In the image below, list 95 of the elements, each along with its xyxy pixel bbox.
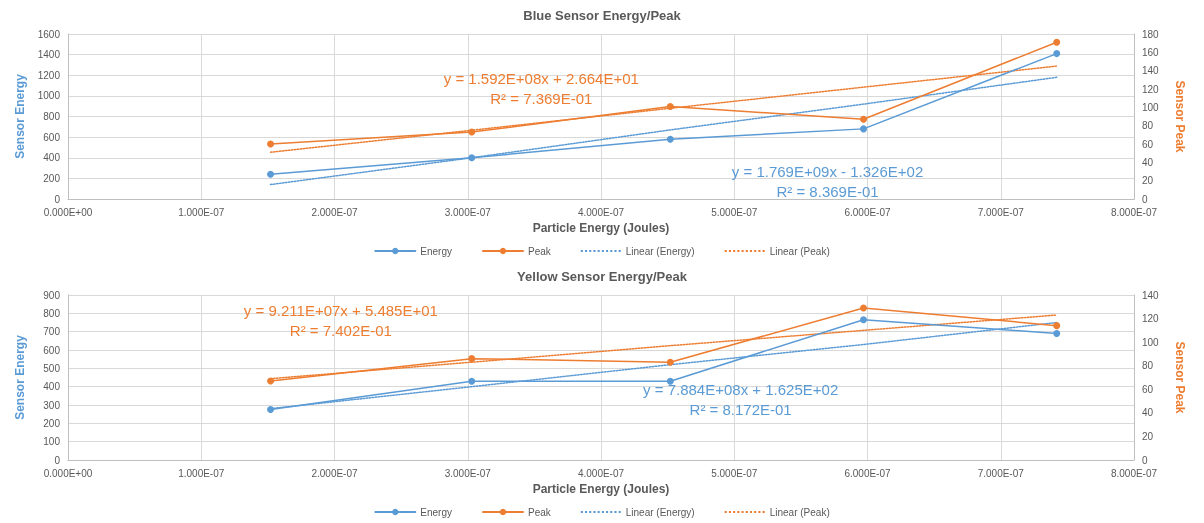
y-tick-label: 900 (43, 289, 61, 301)
y-tick-label: 400 (43, 381, 61, 393)
x-tick-label: 4.000E-07 (577, 206, 625, 218)
y-tick-label: 1000 (37, 90, 61, 102)
point (468, 154, 476, 162)
point (468, 355, 476, 363)
annotation: y = 7.884E+08x + 1.625E+02 R² = 8.172E-01 (643, 380, 839, 418)
y2-tick-label: 120 (1142, 313, 1160, 325)
legend-label: Linear (Energy) (625, 245, 695, 257)
y2-tick-label: 20 (1142, 430, 1154, 442)
point (1053, 322, 1061, 330)
point (1053, 330, 1061, 337)
legend-label: Linear (Energy) (625, 506, 695, 518)
x-tick-label: 1.000E-07 (178, 206, 225, 218)
y2-tick-label: 60 (1142, 138, 1154, 150)
point (1053, 50, 1061, 58)
y2-tick-label: 80 (1142, 360, 1154, 372)
y-tick-label: 1600 (37, 28, 61, 40)
y2-tick-label: 100 (1142, 101, 1160, 113)
point (860, 125, 867, 133)
point (666, 358, 674, 366)
y2-tick-label: 80 (1142, 120, 1154, 132)
y-axis-title: Sensor Energy (13, 73, 27, 159)
point (267, 140, 275, 148)
x-tick-label: 6.000E-07 (844, 467, 892, 479)
y-tick-label: 600 (43, 344, 61, 356)
x-tick-label: 2.000E-07 (311, 467, 359, 479)
y2-tick-label: 40 (1142, 156, 1154, 168)
y2-tick-label: 160 (1142, 46, 1160, 58)
legend-label: Energy (420, 506, 452, 518)
x-tick-label: 8.000E-07 (1110, 206, 1158, 218)
y2-tick-label: 140 (1142, 289, 1160, 301)
legend-label: Peak (527, 245, 552, 257)
y2-tick-label: 100 (1142, 336, 1160, 348)
y2-tick-label: 180 (1142, 28, 1160, 40)
point (860, 316, 867, 324)
legend-label: Linear (Peak) (769, 506, 830, 518)
y-tick-label: 700 (43, 326, 61, 338)
x-tick-label: 7.000E-07 (977, 206, 1025, 218)
point (860, 115, 867, 123)
point (666, 102, 674, 110)
annotation: y = 1.592E+08x + 2.664E+01 R² = 7.369E-01 (443, 70, 639, 108)
x-tick-label: 7.000E-07 (977, 467, 1025, 479)
y-tick-label: 1200 (37, 69, 61, 81)
legend-label: Linear (Peak) (769, 245, 830, 257)
y-tick-label: 1400 (37, 49, 61, 61)
y2-tick-label: 140 (1142, 65, 1160, 77)
x-tick-label: 2.000E-07 (311, 206, 359, 218)
x-tick-label: 6.000E-07 (844, 206, 892, 218)
y-tick-label: 800 (43, 111, 61, 122)
y2-axis-title: Sensor Peak (1173, 341, 1187, 414)
x-tick-label: 4.000E-07 (577, 467, 625, 479)
x-tick-label: 0.000E+00 (43, 467, 93, 479)
chart-title: Yellow Sensor Energy/Peak (517, 269, 688, 284)
x-axis-title: Particle Energy (Joules) (532, 220, 670, 235)
point (1053, 38, 1061, 46)
y2-tick-label: 60 (1142, 383, 1154, 395)
x-tick-label: 8.000E-07 (1110, 467, 1158, 479)
point (267, 377, 275, 385)
y-tick-label: 200 (43, 172, 61, 184)
x-tick-label: 1.000E-07 (178, 467, 225, 479)
y-tick-label: 0 (54, 454, 61, 466)
point (267, 406, 275, 414)
x-tick-label: 5.000E-07 (711, 206, 758, 218)
annotation: y = 1.769E+09x - 1.326E+02 R² = 8.369E-01 (731, 163, 924, 201)
point (468, 128, 476, 136)
x-axis-title: Particle Energy (Joules) (532, 481, 670, 496)
y2-tick-label: 0 (1142, 454, 1148, 466)
y-tick-label: 800 (43, 307, 61, 319)
x-tick-label: 5.000E-07 (711, 467, 758, 479)
y2-tick-label: 40 (1142, 407, 1154, 419)
x-tick-label: 3.000E-07 (444, 206, 492, 218)
point (267, 170, 275, 178)
annotation: y = 9.211E+07x + 5.485E+01 R² = 7.402E-01 (243, 302, 438, 340)
y-tick-label: 300 (43, 399, 61, 411)
legend-label: Energy (420, 245, 452, 257)
x-tick-label: 0.000E+00 (43, 206, 93, 218)
y-tick-label: 200 (43, 417, 61, 429)
y-axis-title: Sensor Energy (13, 334, 27, 420)
y-tick-label: 100 (43, 436, 61, 448)
y2-tick-label: 20 (1142, 175, 1154, 187)
point (666, 377, 674, 385)
point (860, 304, 867, 312)
y-tick-label: 500 (43, 362, 61, 374)
x-tick-label: 3.000E-07 (444, 467, 492, 479)
point (666, 135, 674, 143)
y-tick-label: 0 (54, 193, 61, 205)
y2-tick-label: 0 (1142, 193, 1148, 205)
y2-tick-label: 120 (1142, 83, 1160, 95)
chart-title: Blue Sensor Energy/Peak (523, 8, 682, 23)
legend-label: Peak (527, 506, 552, 518)
y-tick-label: 600 (43, 131, 61, 143)
point (468, 377, 476, 385)
y2-axis-title: Sensor Peak (1173, 80, 1187, 153)
y-tick-label: 400 (43, 152, 61, 164)
